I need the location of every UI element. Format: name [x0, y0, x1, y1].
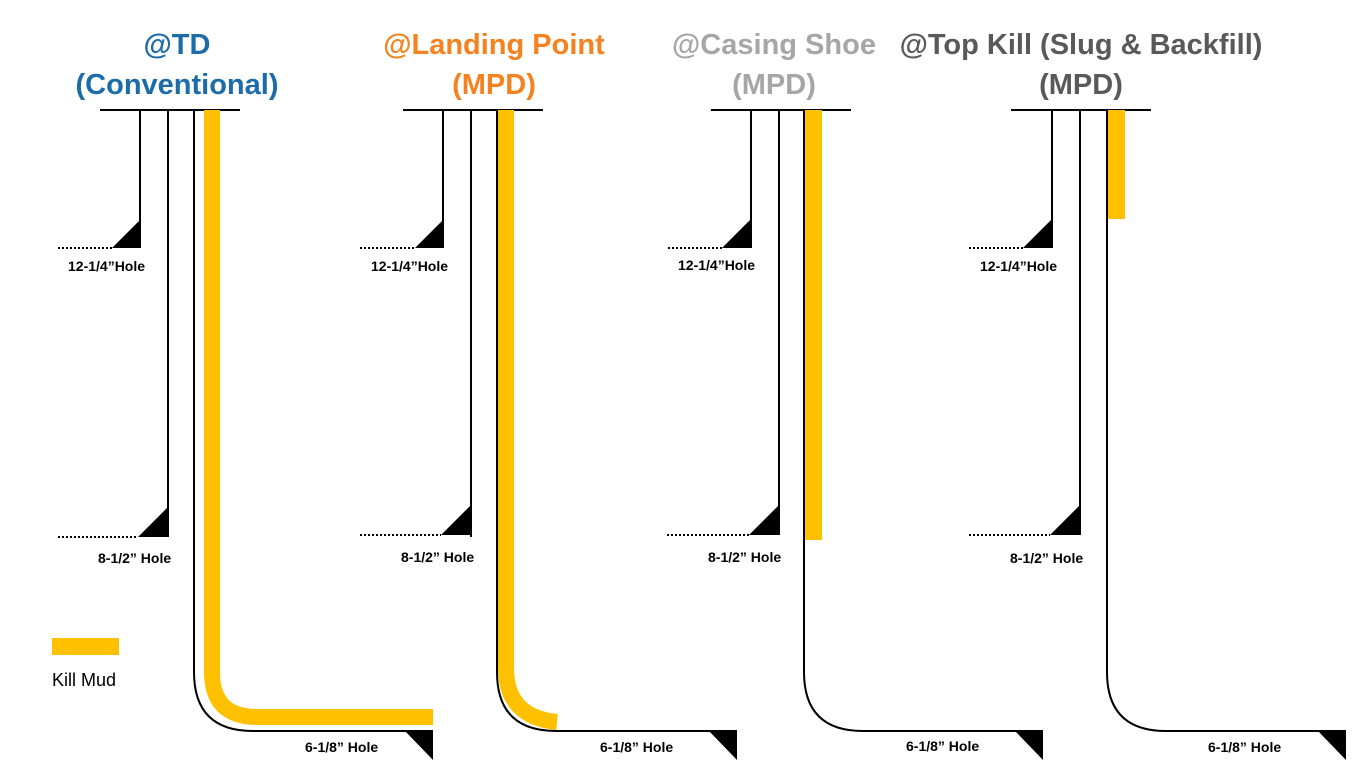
- surface-hole-label: 12-1/4”Hole: [678, 257, 755, 273]
- legend: Kill Mud: [52, 638, 119, 690]
- casing-shoe-intermediate: [1050, 505, 1080, 535]
- panel-title-line1: @Casing Shoe: [672, 29, 876, 61]
- lateral-hole-label: 6-1/8” Hole: [1208, 739, 1281, 755]
- panel-top-kill-mpd: @Top Kill (Slug & Backfill) (MPD) 12-1/4…: [900, 29, 1346, 760]
- panel-landing-point-mpd: @Landing Point (MPD) 12-1/4”Hole 8-1/2” …: [360, 29, 737, 760]
- panel-title-line2: (MPD): [452, 69, 536, 101]
- panel-title-line1: @Top Kill (Slug & Backfill): [900, 29, 1263, 61]
- kill-mud-fill: [498, 110, 559, 730]
- casing-shoe-surface: [415, 220, 443, 248]
- panel-td-conventional: @TD (Conventional) 12-1/4”Hole 8-1/2” Ho…: [58, 29, 433, 760]
- panel-title-line1: @Landing Point: [383, 29, 605, 61]
- legend-kill-mud-label: Kill Mud: [52, 670, 116, 690]
- lateral-hole-label: 6-1/8” Hole: [906, 738, 979, 754]
- casing-shoe-surface: [1023, 219, 1052, 248]
- casing-shoe-intermediate: [749, 505, 779, 535]
- intermediate-hole-label: 8-1/2” Hole: [98, 550, 171, 566]
- casing-shoe-intermediate: [138, 507, 168, 537]
- surface-hole-label: 12-1/4”Hole: [68, 258, 145, 274]
- intermediate-hole-label: 8-1/2” Hole: [1010, 550, 1083, 566]
- intermediate-hole-label: 8-1/2” Hole: [708, 549, 781, 565]
- surface-hole-label: 12-1/4”Hole: [980, 258, 1057, 274]
- panel-title-line2: (Conventional): [76, 69, 279, 101]
- intermediate-hole-label: 8-1/2” Hole: [401, 549, 474, 565]
- lateral-hole-label: 6-1/8” Hole: [600, 739, 673, 755]
- legend-kill-mud-swatch: [52, 638, 119, 655]
- kill-mud-fill: [805, 110, 822, 540]
- kill-mud-slug: [1108, 110, 1125, 219]
- casing-shoe-surface: [722, 219, 751, 248]
- lateral-toe-marker: [709, 731, 737, 760]
- kill-mud-fill: [204, 110, 433, 725]
- panel-title-line2: (MPD): [1039, 69, 1123, 101]
- production-wellbore: [1106, 110, 1346, 732]
- surface-hole-label: 12-1/4”Hole: [371, 258, 448, 274]
- lateral-toe-marker: [405, 731, 433, 760]
- casing-shoe-surface: [112, 220, 140, 248]
- lateral-hole-label: 6-1/8” Hole: [305, 739, 378, 755]
- production-wellbore: [803, 110, 1043, 732]
- production-wellbore: [496, 110, 737, 732]
- panel-title-line1: @TD: [144, 29, 211, 61]
- lateral-toe-marker: [1015, 731, 1043, 760]
- panel-title-line2: (MPD): [732, 69, 816, 101]
- production-wellbore: [193, 110, 433, 732]
- panel-casing-shoe-mpd: @Casing Shoe (MPD) 12-1/4”Hole 8-1/2” Ho…: [667, 29, 1043, 760]
- casing-shoe-intermediate: [441, 505, 471, 535]
- lateral-toe-marker: [1318, 731, 1346, 760]
